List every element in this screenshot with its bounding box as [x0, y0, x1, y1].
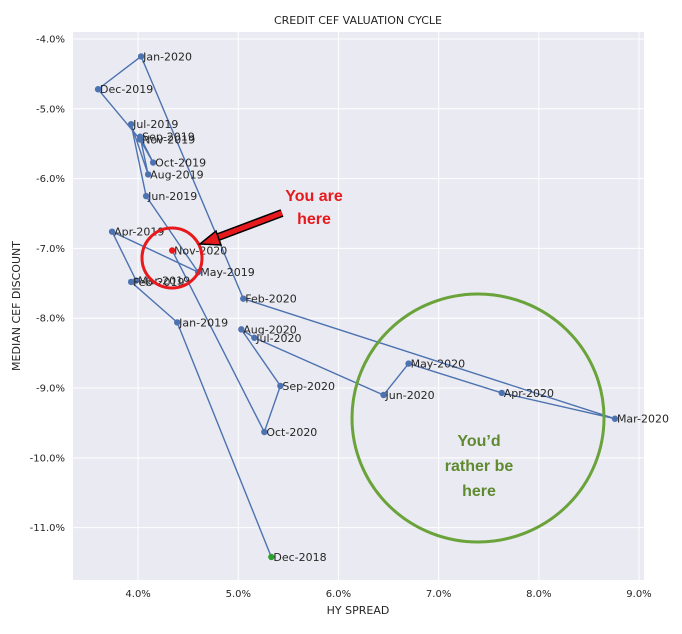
label-feb-2019: Feb-2019	[133, 276, 184, 289]
point-jul-2020	[251, 334, 258, 341]
target-zone-circle	[350, 292, 606, 544]
label-aug-2019: Aug-2019	[150, 168, 203, 181]
y-tick-label: -5.0%	[36, 104, 65, 115]
x-tick-label: 5.0%	[226, 589, 251, 600]
point-sep-2020	[277, 382, 284, 390]
x-axis-ticks: 4.0% 5.0% 6.0% 7.0% 8.0% 9.0%	[125, 589, 651, 600]
point-oct-2020	[261, 428, 268, 436]
point-jun-2020	[380, 391, 387, 399]
point-jul-2019	[127, 120, 135, 128]
label-jul-2020: Jul-2020	[255, 332, 301, 345]
you-are-here-line1: You are	[285, 188, 343, 205]
point-dec-2019	[94, 86, 102, 93]
label-sep-2020: Sep-2020	[282, 380, 335, 393]
y-tick-label: -7.0%	[36, 244, 65, 255]
current-position-circle	[140, 226, 204, 290]
point-jan-2020	[137, 53, 145, 60]
rather-be-here-line2: rather be	[445, 458, 514, 475]
point-nov-2020	[168, 247, 176, 254]
label-oct-2019: Oct-2019	[155, 157, 206, 170]
x-tick-label: 4.0%	[125, 589, 150, 600]
y-tick-label: -8.0%	[36, 314, 65, 325]
label-dec-2018: Dec-2018	[273, 551, 326, 564]
point-mar-2020	[611, 415, 619, 422]
label-feb-2020: Feb-2020	[245, 293, 296, 306]
x-tick-label: 7.0%	[426, 589, 451, 600]
point-oct-2019	[149, 159, 157, 166]
y-axis-ticks: -4.0% -5.0% -6.0% -7.0% -8.0% -9.0% -10.0% -11.…	[30, 34, 65, 534]
point-aug-2019	[144, 171, 152, 178]
point-labels: Dec-2018Jan-2019Feb-2019Mar-2019Apr-2019…	[100, 50, 669, 564]
label-sep-2019: Sep-2019	[142, 131, 195, 144]
point-feb-2020	[240, 295, 247, 302]
point-apr-2020	[498, 389, 505, 397]
label-may-2020: May-2020	[411, 358, 466, 371]
rather-be-here-line1: You’d	[457, 433, 500, 450]
x-tick-label: 9.0%	[626, 589, 651, 600]
y-tick-label: -9.0%	[36, 384, 65, 395]
label-mar-2020: Mar-2020	[617, 413, 669, 426]
point-dec-2018	[268, 553, 275, 561]
label-jan-2020: Jan-2020	[142, 50, 192, 63]
rather-be-here-line3: here	[462, 483, 496, 500]
chart-title: CREDIT CEF VALUATION CYCLE	[274, 14, 442, 27]
label-oct-2020: Oct-2020	[266, 426, 317, 439]
x-tick-label: 8.0%	[526, 589, 551, 600]
label-may-2019: May-2019	[200, 266, 255, 279]
label-jun-2019: Jun-2019	[147, 190, 197, 203]
point-mar-2019	[132, 277, 140, 284]
label-dec-2019: Dec-2019	[100, 83, 153, 96]
label-jan-2019: Jan-2019	[178, 316, 228, 329]
y-tick-label: -4.0%	[36, 34, 65, 45]
label-jun-2020: Jun-2020	[385, 389, 435, 402]
y-axis-title: MEDIAN CEF DISCOUNT	[10, 241, 23, 371]
x-tick-label: 6.0%	[326, 589, 351, 600]
data-points	[94, 53, 619, 561]
point-feb-2019	[127, 278, 135, 286]
gridlines	[73, 32, 644, 580]
point-aug-2020	[238, 326, 245, 333]
label-apr-2020: Apr-2020	[504, 387, 554, 400]
plot-area	[73, 32, 644, 580]
y-tick-label: -10.0%	[30, 453, 65, 464]
you-are-here-line2: here	[297, 211, 331, 228]
y-tick-label: -11.0%	[30, 523, 65, 534]
y-tick-label: -6.0%	[36, 174, 65, 185]
arrow-icon	[198, 209, 284, 246]
point-may-2020	[405, 360, 412, 367]
point-jun-2019	[142, 192, 150, 200]
point-jan-2019	[173, 319, 181, 326]
label-aug-2020: Aug-2020	[243, 323, 296, 336]
label-jul-2019: Jul-2019	[132, 118, 178, 131]
label-nov-2019: Nov-2019	[142, 134, 195, 147]
point-apr-2019	[108, 228, 116, 235]
x-axis-title: HY SPREAD	[327, 604, 390, 617]
point-nov-2019	[136, 136, 144, 143]
